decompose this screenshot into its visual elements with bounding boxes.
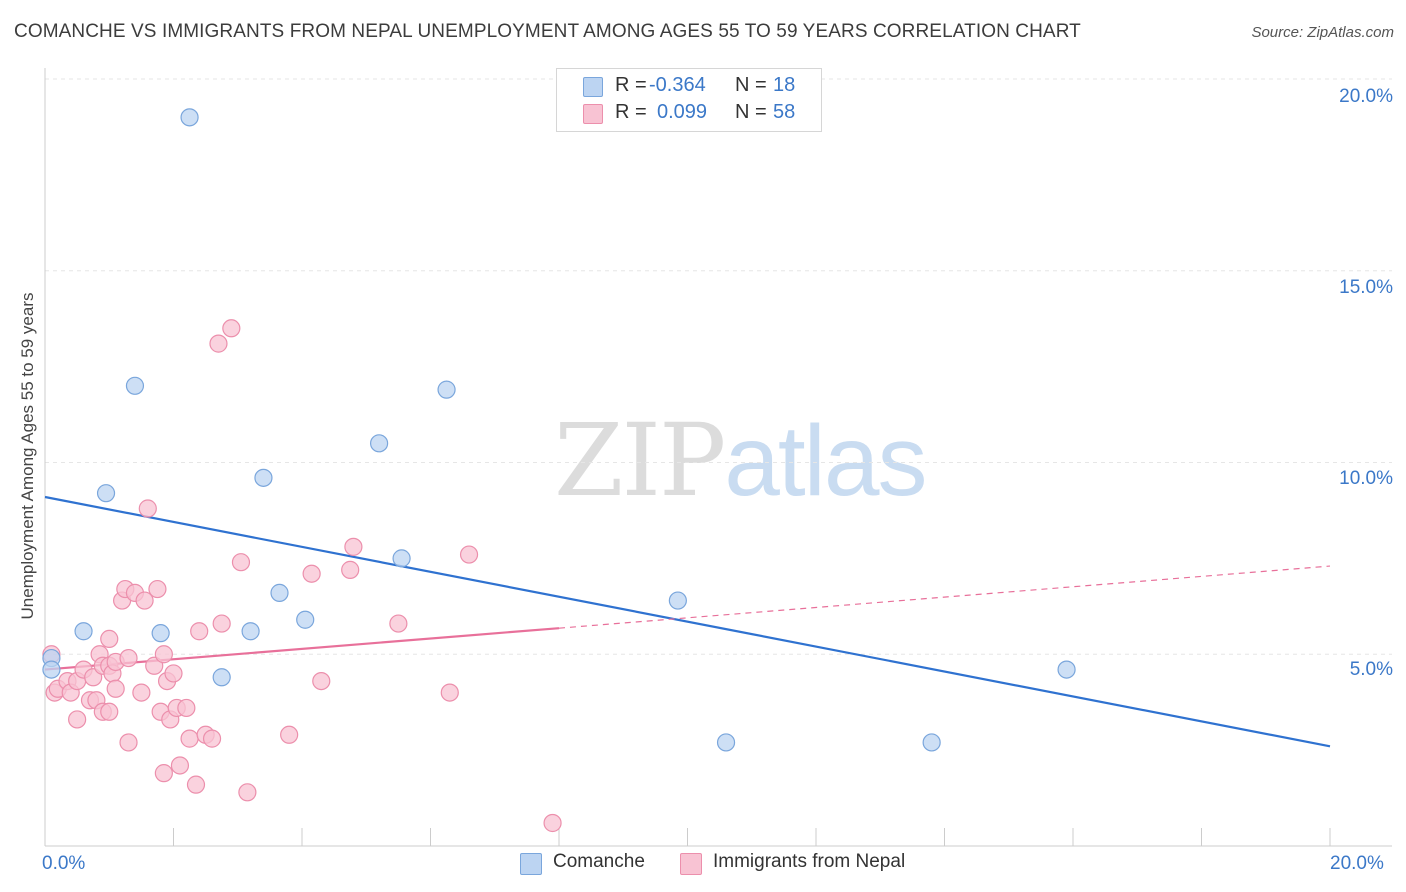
r-value: 0.099	[657, 101, 708, 123]
source-label: Source: ZipAtlas.com	[1251, 24, 1394, 41]
nepal-point	[100, 702, 119, 721]
nepal-point	[170, 756, 190, 775]
r-label: R =	[615, 74, 647, 96]
nepal-point	[119, 648, 138, 668]
comanche-trend-line	[44, 495, 1331, 748]
y-axis-label: Unemployment Among Ages 55 to 59 years	[18, 292, 37, 620]
comanche-point	[922, 733, 941, 752]
comanche-point	[296, 610, 315, 629]
comanche-point	[437, 380, 456, 399]
x-tick-min: 0.0%	[42, 853, 86, 874]
n-label: N =	[735, 74, 767, 96]
nepal-point	[190, 622, 209, 641]
comanche-point	[42, 660, 61, 679]
comanche-point	[151, 624, 170, 643]
nepal-point	[148, 579, 167, 599]
nepal-point	[222, 319, 241, 338]
y-tick-20: 20.0%	[1339, 86, 1393, 107]
comanche-point	[125, 376, 145, 395]
nepal-point	[209, 334, 228, 353]
y-tick-10: 10.0%	[1339, 468, 1393, 489]
nepal-point	[302, 564, 321, 583]
nepal-trend-line-dashed	[558, 565, 1331, 629]
r-label: R =	[615, 101, 647, 123]
nepal-point	[212, 614, 231, 633]
zipatlas-watermark: ZIPatlas	[554, 402, 928, 519]
comanche-point	[1057, 660, 1076, 679]
n-label: N =	[735, 101, 767, 123]
x-tick-max: 20.0%	[1330, 853, 1384, 874]
nepal-point	[543, 813, 562, 833]
nepal-point	[459, 545, 479, 564]
comanche-point	[392, 549, 411, 568]
nepal-point	[312, 671, 331, 691]
comanche-point	[716, 733, 736, 752]
nepal-point	[154, 645, 173, 664]
comanche-point	[96, 484, 116, 503]
nepal-point	[238, 783, 257, 802]
nepal-swatch	[583, 104, 603, 124]
n-value: 58	[773, 101, 796, 123]
nepal-point	[119, 733, 138, 752]
chart-title: COMANCHE VS IMMIGRANTS FROM NEPAL UNEMPL…	[14, 21, 1081, 42]
comanche-point	[254, 468, 273, 487]
y-tick-15: 15.0%	[1339, 277, 1393, 298]
y-tick-5: 5.0%	[1349, 659, 1393, 680]
n-value: 18	[773, 74, 796, 96]
comanche-point	[270, 583, 289, 602]
nepal-point	[186, 775, 206, 794]
nepal-point	[135, 591, 154, 610]
nepal-point	[344, 537, 363, 556]
nepal-point	[280, 725, 299, 744]
data-points	[42, 108, 1076, 833]
nepal-point	[231, 553, 251, 572]
comanche-point	[370, 434, 389, 453]
stats-row-comanche: R = -0.364 N = 18	[557, 74, 821, 100]
nepal-point	[154, 764, 173, 783]
comanche-point	[212, 668, 231, 687]
nepal-point	[341, 560, 360, 579]
nepal-point	[440, 683, 459, 702]
comanche-point	[180, 108, 199, 127]
watermark-zip: ZIP	[554, 402, 726, 519]
nepal-point	[106, 679, 125, 698]
stats-row-nepal: R = 0.099 N = 58	[557, 101, 821, 127]
nepal-point	[138, 499, 157, 518]
comanche-point	[74, 622, 93, 641]
nepal-point	[202, 729, 222, 748]
comanche-swatch	[583, 77, 603, 97]
nepal-point	[389, 614, 408, 633]
nepal-point	[177, 698, 196, 718]
legend-swatch-comanche	[520, 853, 542, 875]
nepal-point	[164, 664, 183, 683]
correlation-stats-box: R = -0.364 N = 18 R = 0.099 N = 58	[556, 68, 822, 132]
nepal-point	[100, 629, 119, 649]
trend-lines	[44, 495, 1331, 748]
axes	[44, 68, 1392, 847]
nepal-point	[68, 710, 87, 729]
comanche-point	[668, 591, 687, 610]
legend-label-nepal: Immigrants from Nepal	[713, 851, 906, 872]
r-value: -0.364	[649, 74, 706, 96]
watermark-atlas: atlas	[724, 405, 927, 517]
nepal-point	[132, 683, 151, 702]
nepal-point	[180, 729, 199, 748]
legend-swatch-nepal	[680, 853, 702, 875]
legend-label-comanche: Comanche	[553, 851, 645, 872]
comanche-point	[241, 622, 260, 641]
